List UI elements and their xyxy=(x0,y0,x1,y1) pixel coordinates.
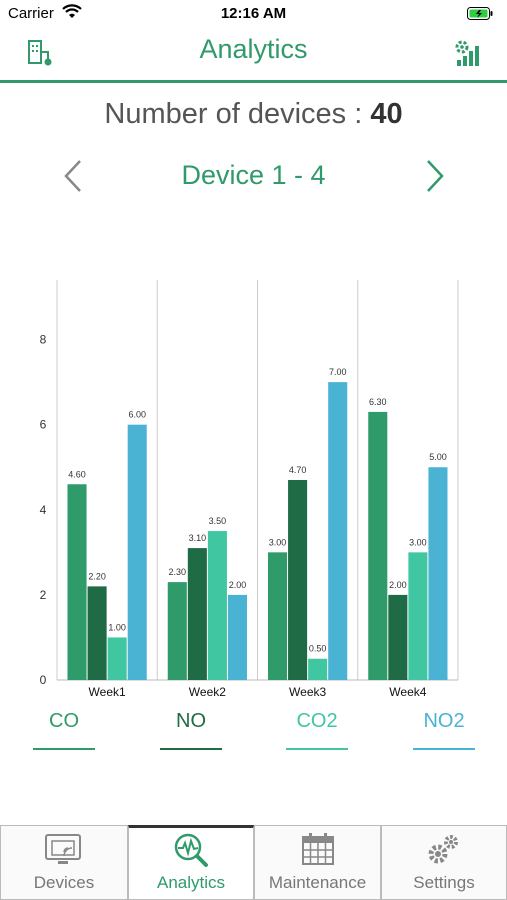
legend-underline xyxy=(286,748,348,750)
bar-no-week1 xyxy=(87,586,107,680)
analytics-icon xyxy=(174,833,208,867)
devices-icon xyxy=(45,834,81,864)
chevron-right-icon[interactable] xyxy=(420,158,450,194)
data-label: 1.00 xyxy=(108,622,126,632)
device-pager: Device 1 - 4 xyxy=(0,158,507,198)
x-tick-label: Week3 xyxy=(289,685,326,699)
data-label: 2.00 xyxy=(229,580,247,590)
tab-analytics-label: Analytics xyxy=(156,873,226,892)
tab-bar: Devices Analytics Maintenance Settings xyxy=(0,825,507,900)
bar-co2-week2 xyxy=(207,531,227,680)
legend-item-co[interactable]: CO xyxy=(49,710,79,732)
tab-settings[interactable]: Settings xyxy=(381,825,507,900)
pollution-bar-chart: 0 2 4 6 8 4.60 2.20 1.00 6.00 Week1 2.30 3.103.50 2.… xyxy=(40,280,459,699)
device-map-icon[interactable] xyxy=(26,38,56,68)
data-label: 5.00 xyxy=(429,452,447,462)
tab-maintenance[interactable]: Maintenance xyxy=(254,825,381,900)
bar-no-week2 xyxy=(187,548,207,680)
status-bar: Carrier 12:16 AM xyxy=(0,0,507,28)
navigation-bar: Analytics xyxy=(0,28,507,83)
bar-co-week4 xyxy=(368,411,388,680)
data-label: 7.00 xyxy=(329,367,347,377)
data-label: 6.30 xyxy=(369,397,387,407)
chevron-left-icon[interactable] xyxy=(58,158,88,194)
tab-devices[interactable]: Devices xyxy=(0,825,128,900)
chart-legend: CO NO CO2 NO2 xyxy=(0,708,507,758)
calendar-icon xyxy=(301,833,334,865)
bar-no-week3 xyxy=(288,480,308,680)
device-count-value: 40 xyxy=(370,98,403,130)
signal-settings-icon[interactable] xyxy=(453,38,483,68)
bar-co2-week3 xyxy=(308,658,328,680)
wifi-icon xyxy=(62,4,82,18)
data-label: 0.50 xyxy=(309,644,327,654)
y-tick-label: 4 xyxy=(40,503,47,517)
gears-icon xyxy=(428,835,458,864)
data-label: 6.00 xyxy=(128,410,146,420)
tab-analytics[interactable]: Analytics xyxy=(128,825,254,900)
legend-item-no[interactable]: NO xyxy=(176,710,206,732)
tab-maintenance-label: Maintenance xyxy=(268,873,367,892)
bar-co-week3 xyxy=(268,552,288,680)
y-tick-label: 8 xyxy=(40,333,47,347)
legend-underline xyxy=(160,748,222,750)
legend-item-co2[interactable]: CO2 xyxy=(296,710,338,732)
x-tick-label: Week1 xyxy=(89,685,126,699)
device-count-label: Number of devices : xyxy=(104,98,371,130)
data-label: 4.60 xyxy=(68,469,86,479)
data-label: 3.00 xyxy=(269,537,287,547)
data-label: 2.00 xyxy=(389,580,407,590)
tab-settings-label: Settings xyxy=(413,873,475,892)
battery-icon xyxy=(467,7,493,20)
data-label: 2.30 xyxy=(169,567,187,577)
device-count: Number of devices : 40 xyxy=(0,98,507,131)
bar-co-week2 xyxy=(167,582,187,680)
legend-item-no2[interactable]: NO2 xyxy=(423,710,465,732)
data-label: 3.50 xyxy=(209,516,227,526)
y-tick-label: 2 xyxy=(40,588,47,602)
y-tick-label: 6 xyxy=(40,418,47,432)
carrier-label: Carrier xyxy=(8,5,54,22)
data-label: 3.00 xyxy=(409,537,427,547)
device-range-label: Device 1 - 4 xyxy=(181,160,326,190)
page-title: Analytics xyxy=(199,34,308,64)
y-tick-label: 0 xyxy=(40,673,47,687)
bar-co2-week4 xyxy=(408,552,428,680)
bar-no-week4 xyxy=(388,594,408,680)
data-label: 3.10 xyxy=(189,533,207,543)
bar-no2-week4 xyxy=(428,467,448,680)
bar-co-week1 xyxy=(67,484,87,680)
x-tick-label: Week4 xyxy=(389,685,426,699)
data-label: 2.20 xyxy=(88,571,106,581)
tab-devices-label: Devices xyxy=(33,873,95,892)
legend-underline xyxy=(413,748,475,750)
bar-no2-week3 xyxy=(328,382,348,680)
bar-no2-week2 xyxy=(227,594,247,680)
clock: 12:16 AM xyxy=(220,5,287,22)
x-tick-label: Week2 xyxy=(189,685,226,699)
data-label: 4.70 xyxy=(289,465,307,475)
bar-co2-week1 xyxy=(107,637,127,680)
legend-underline xyxy=(33,748,95,750)
bar-no2-week1 xyxy=(127,424,147,680)
